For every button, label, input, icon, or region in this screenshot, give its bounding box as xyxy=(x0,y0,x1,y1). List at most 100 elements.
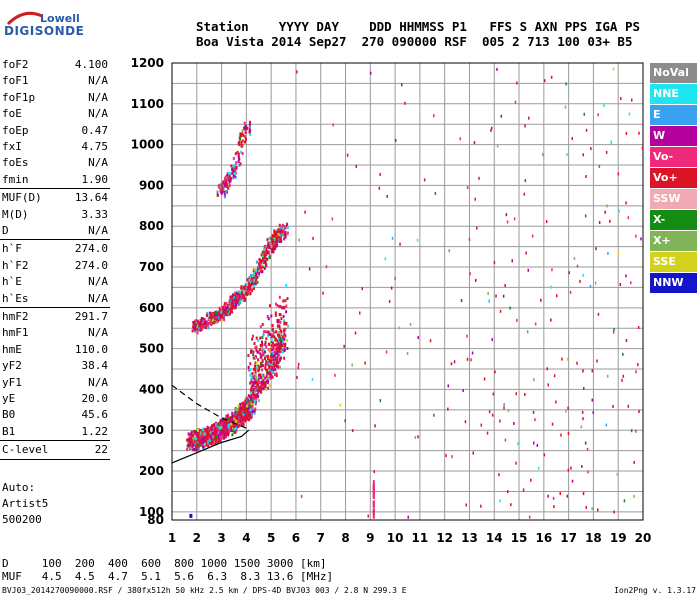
echo-point xyxy=(270,362,273,366)
echo-point xyxy=(248,368,251,372)
noise-point xyxy=(502,294,505,298)
echo-point xyxy=(256,267,259,271)
param-name: hmE xyxy=(2,342,22,356)
noise-point xyxy=(569,290,572,294)
echo-point xyxy=(245,396,248,400)
echo-point xyxy=(228,423,231,427)
noise-point xyxy=(561,357,563,361)
echo-point xyxy=(247,365,250,369)
echo-point xyxy=(260,362,263,366)
echo-point xyxy=(252,353,255,357)
echo-point xyxy=(278,327,281,331)
echo-point xyxy=(222,181,225,184)
param-name: B1 xyxy=(2,424,16,438)
echo-point xyxy=(237,152,240,156)
echo-point xyxy=(193,326,196,330)
echo-point xyxy=(210,434,213,438)
echo-point xyxy=(269,373,272,377)
interference-point xyxy=(372,501,375,505)
echo-point xyxy=(230,304,233,307)
noise-point xyxy=(597,113,599,117)
noise-point xyxy=(367,514,369,518)
noise-point xyxy=(564,105,567,109)
echo-point xyxy=(276,347,279,351)
echo-point xyxy=(242,291,245,295)
echo-point xyxy=(187,444,190,448)
plot-frame xyxy=(171,62,644,521)
noise-point xyxy=(475,278,477,282)
echo-point xyxy=(244,406,247,410)
echo-point xyxy=(250,377,253,381)
y-tick-label: 200 xyxy=(139,464,164,478)
echo-point xyxy=(219,308,222,312)
noise-point xyxy=(596,359,598,363)
noise-point xyxy=(429,339,432,343)
interference-point xyxy=(372,511,375,515)
echo-point xyxy=(271,324,274,327)
echo-point xyxy=(284,235,287,239)
echo-point xyxy=(269,245,272,249)
noise-point xyxy=(346,153,349,157)
y-tick-label: 1000 xyxy=(131,138,164,152)
echo-point xyxy=(241,152,244,155)
echo-point xyxy=(196,436,199,440)
legend-item-nne: NNE xyxy=(650,84,697,104)
echo-point xyxy=(270,334,273,338)
echo-point xyxy=(282,348,285,352)
echo-point xyxy=(269,355,272,359)
interference-point xyxy=(372,503,375,507)
echo-point xyxy=(276,229,279,233)
noise-point xyxy=(296,70,298,74)
echo-point xyxy=(247,284,250,288)
echo-point xyxy=(259,268,262,272)
param-row-fmin: fmin 1.90 xyxy=(2,173,108,187)
echo-point xyxy=(274,240,277,244)
echo-point xyxy=(253,342,256,345)
noise-point xyxy=(638,410,640,413)
echo-point xyxy=(273,354,276,358)
echo-point xyxy=(246,404,249,408)
x-tick-label: 14 xyxy=(486,531,503,545)
echo-point xyxy=(239,408,242,412)
echo-point xyxy=(278,305,281,308)
echo-point xyxy=(271,241,274,244)
echo-point xyxy=(268,342,271,346)
echo-point xyxy=(218,183,221,187)
echo-point xyxy=(235,299,238,303)
echo-point xyxy=(191,446,194,450)
echo-point xyxy=(242,413,245,417)
param-value: N/A xyxy=(88,375,108,389)
echo-point xyxy=(201,445,204,449)
echo-point xyxy=(236,413,239,417)
echo-point xyxy=(189,441,192,445)
echo-point xyxy=(208,438,211,442)
echo-point xyxy=(226,185,229,189)
echo-point xyxy=(211,424,214,428)
echo-point xyxy=(224,189,227,193)
noise-point xyxy=(567,406,569,410)
param-name: hmF1 xyxy=(2,326,29,340)
echo-point xyxy=(228,184,231,188)
noise-point xyxy=(560,433,562,437)
echo-point xyxy=(248,411,251,414)
echo-point xyxy=(265,337,268,341)
param-value: N/A xyxy=(88,291,108,305)
echo-point xyxy=(284,342,287,346)
noise-point xyxy=(605,423,608,427)
echo-point xyxy=(254,407,257,411)
echo-point xyxy=(213,427,216,431)
echo-point xyxy=(199,431,202,435)
echo-point xyxy=(254,346,257,350)
noise-point xyxy=(447,384,449,388)
echo-point xyxy=(236,416,239,420)
echo-point xyxy=(258,262,261,266)
param-row-ye: yE 20.0 xyxy=(2,392,108,406)
noise-point xyxy=(339,403,342,407)
echo-point xyxy=(236,298,239,301)
echo-point xyxy=(273,363,276,367)
echo-point xyxy=(243,403,246,407)
echo-point xyxy=(250,282,253,286)
param-name: foEs xyxy=(2,156,29,170)
echo-point xyxy=(282,230,285,234)
noise-point xyxy=(406,352,409,355)
